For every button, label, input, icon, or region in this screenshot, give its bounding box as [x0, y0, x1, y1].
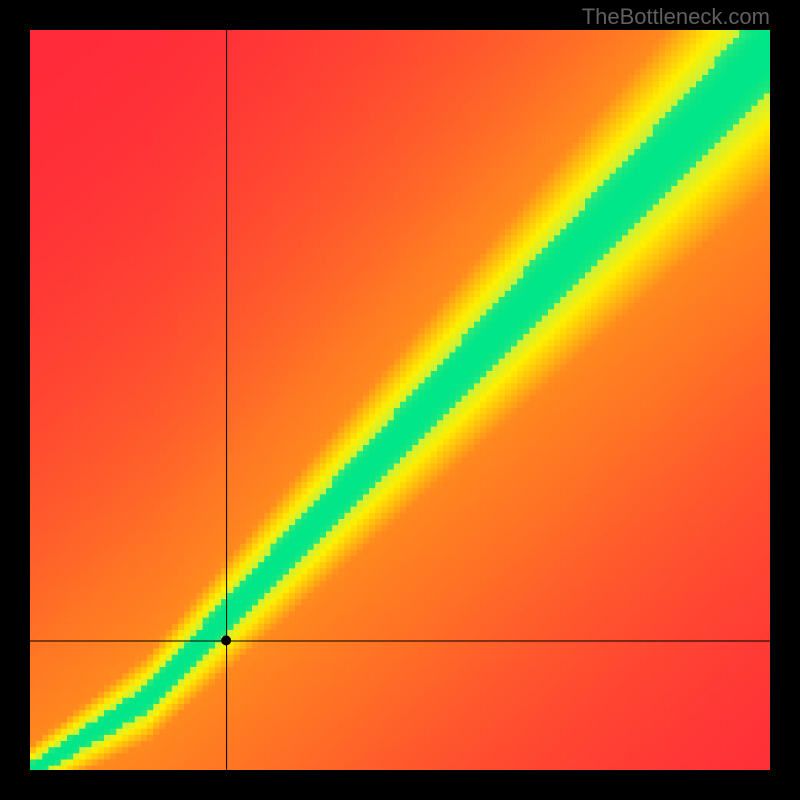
heatmap-canvas [30, 30, 770, 770]
chart-container: TheBottleneck.com [0, 0, 800, 800]
heatmap-plot [30, 30, 770, 770]
watermark-text: TheBottleneck.com [582, 4, 770, 30]
